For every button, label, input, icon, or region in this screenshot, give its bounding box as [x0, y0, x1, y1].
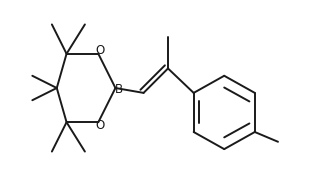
Text: O: O — [95, 44, 104, 57]
Text: B: B — [115, 83, 123, 96]
Text: O: O — [95, 119, 104, 132]
